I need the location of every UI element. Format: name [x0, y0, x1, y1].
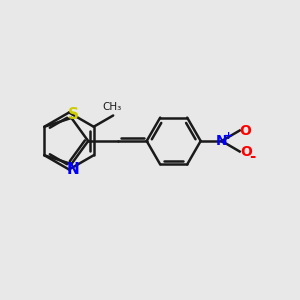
Text: +: + [224, 130, 233, 141]
Text: -: - [249, 149, 256, 164]
Text: N: N [216, 134, 227, 148]
Text: O: O [239, 124, 251, 137]
Text: CH₃: CH₃ [102, 102, 121, 112]
Text: O: O [240, 145, 252, 158]
Text: S: S [68, 107, 78, 122]
Text: N: N [67, 162, 79, 177]
